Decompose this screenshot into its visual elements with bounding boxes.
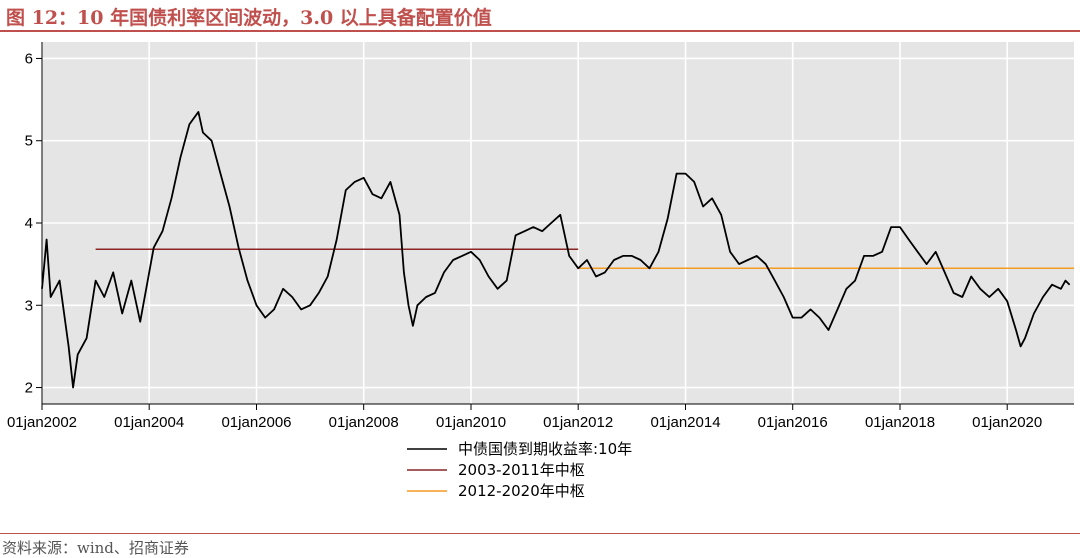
- legend-label-1: 2003-2011年中枢: [458, 461, 585, 479]
- y-tick-label-3: 3: [25, 297, 33, 314]
- legend: 中债国债到期收益率:10年 2003-2011年中枢 2012-2020年中枢: [407, 440, 632, 500]
- figure-title: 图 12：10 年国债利率区间波动，3.0 以上具备配置价值: [6, 7, 492, 29]
- series-line-0: [41, 111, 1071, 389]
- x-tick-label-01jan2014: 01jan2014: [650, 414, 720, 431]
- source-note: 资料来源：wind、招商证券: [2, 539, 189, 557]
- x-tick-label-01jan2018: 01jan2018: [865, 414, 935, 431]
- x-tick-label-01jan2004: 01jan2004: [114, 414, 184, 431]
- x-tick-label-01jan2008: 01jan2008: [329, 414, 399, 431]
- y-tick-label-6: 6: [25, 50, 33, 67]
- y-tick-label-2: 2: [25, 380, 33, 397]
- y-axis: 2 3 4 5 6: [25, 42, 43, 404]
- title-divider: [0, 30, 1080, 32]
- x-axis: 01jan2002 01jan2004 01jan2006 01jan2008 01ja…: [7, 403, 1074, 431]
- x-tick-label-01jan2002: 01jan2002: [7, 414, 77, 431]
- x-tick-label-01jan2006: 01jan2006: [221, 414, 291, 431]
- series-lines: [41, 111, 1071, 389]
- x-tick-label-01jan2012: 01jan2012: [543, 414, 613, 431]
- footer-divider: [0, 533, 1080, 534]
- x-tick-label-01jan2010: 01jan2010: [436, 414, 506, 431]
- y-tick-label-5: 5: [25, 133, 33, 150]
- x-tick-label-01jan2016: 01jan2016: [758, 414, 828, 431]
- x-tick-label-01jan2020: 01jan2020: [972, 414, 1042, 431]
- legend-label-2: 2012-2020年中枢: [458, 482, 585, 500]
- y-tick-label-4: 4: [25, 215, 33, 232]
- center-lines: [95, 248, 1074, 270]
- legend-label-0: 中债国债到期收益率:10年: [458, 440, 632, 458]
